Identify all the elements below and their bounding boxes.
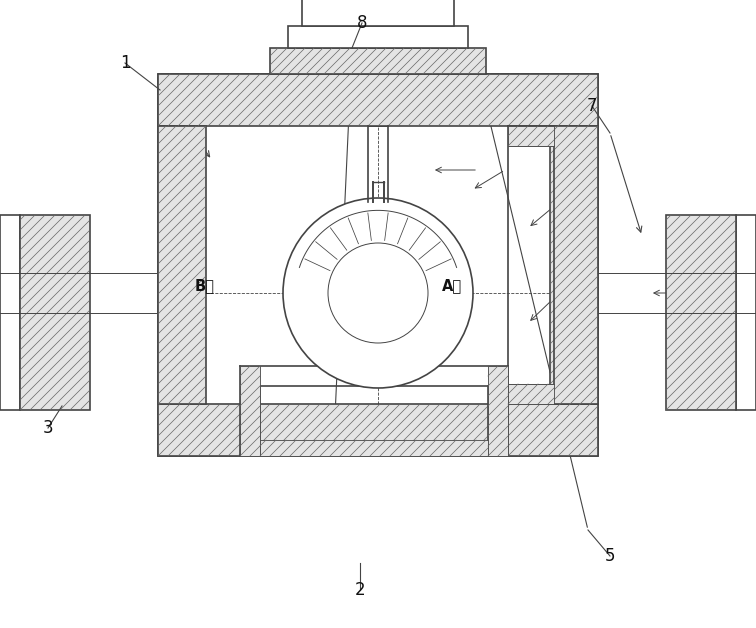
Text: A腔: A腔: [442, 278, 462, 293]
Bar: [158, 404, 598, 456]
Bar: [158, 126, 206, 404]
Bar: [666, 215, 736, 410]
Text: 1: 1: [119, 54, 130, 72]
Text: B腔: B腔: [195, 278, 215, 293]
Bar: [158, 74, 598, 456]
Bar: [508, 384, 554, 404]
Text: 5: 5: [605, 547, 615, 565]
Text: 2: 2: [355, 581, 365, 599]
Bar: [302, 0, 454, 26]
Bar: [488, 366, 508, 456]
Bar: [270, 48, 486, 74]
Bar: [158, 74, 598, 126]
Text: 3: 3: [42, 419, 54, 437]
Bar: [550, 126, 598, 404]
Text: 8: 8: [357, 14, 367, 32]
Bar: [288, 26, 468, 48]
Bar: [240, 366, 260, 456]
Text: 7: 7: [587, 97, 597, 115]
Circle shape: [283, 198, 473, 388]
Bar: [508, 126, 554, 146]
Bar: [736, 215, 756, 410]
Bar: [20, 215, 90, 410]
Bar: [0, 215, 20, 410]
Bar: [260, 440, 488, 456]
